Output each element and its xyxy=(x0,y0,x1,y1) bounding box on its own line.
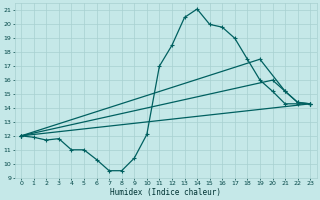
X-axis label: Humidex (Indice chaleur): Humidex (Indice chaleur) xyxy=(110,188,221,197)
